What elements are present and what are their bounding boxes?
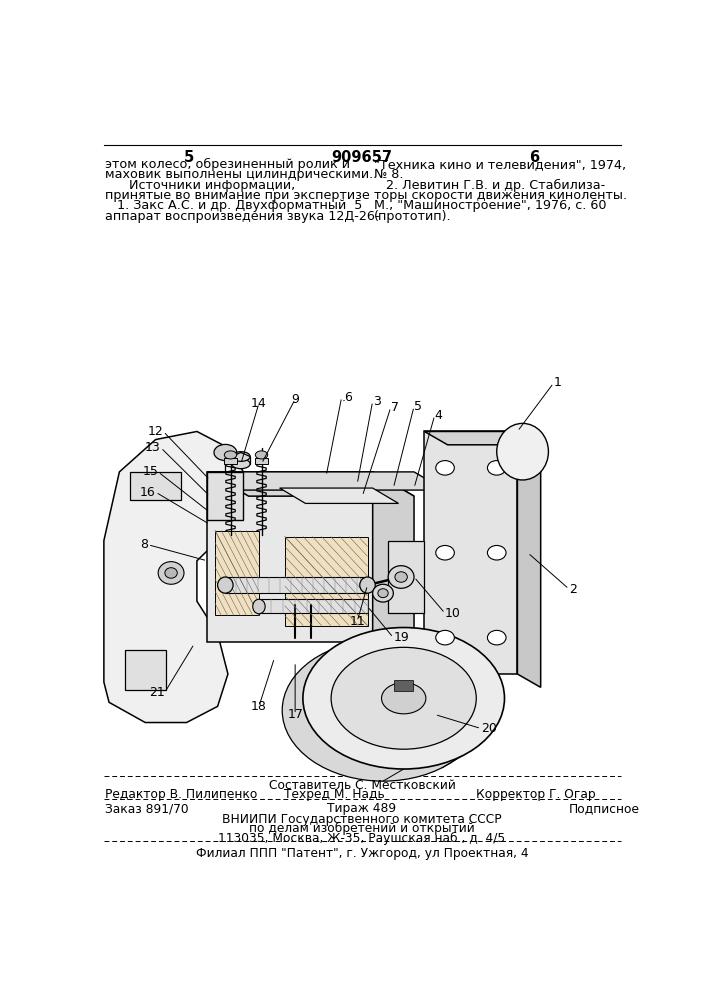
Text: 13: 13 [145, 441, 160, 454]
Polygon shape [226, 577, 368, 593]
Ellipse shape [395, 572, 407, 582]
Polygon shape [388, 541, 424, 613]
Ellipse shape [436, 630, 455, 645]
Polygon shape [280, 488, 399, 503]
Text: "Техника кино и телевидения", 1974,: "Техника кино и телевидения", 1974, [373, 158, 626, 171]
Ellipse shape [218, 577, 233, 593]
Polygon shape [424, 431, 541, 445]
Text: принятые во внимание при экспертизе: принятые во внимание при экспертизе [105, 189, 370, 202]
Text: 21: 21 [149, 686, 165, 699]
Polygon shape [373, 472, 414, 666]
Ellipse shape [360, 577, 375, 593]
Text: Техред М. Надь: Техред М. Надь [284, 788, 385, 801]
Text: 5: 5 [414, 400, 422, 413]
Text: Заказ 891/70: Заказ 891/70 [105, 802, 189, 815]
Text: Филиал ППП "Патент", г. Ужгород, ул Проектная, 4: Филиал ППП "Патент", г. Ужгород, ул Прое… [196, 847, 528, 860]
Ellipse shape [252, 599, 265, 614]
Polygon shape [207, 472, 373, 642]
Text: 14: 14 [251, 397, 267, 410]
Text: 20: 20 [481, 722, 497, 735]
Text: Корректор Г. Огар: Корректор Г. Огар [476, 788, 595, 801]
Polygon shape [424, 431, 518, 674]
Ellipse shape [436, 545, 455, 560]
Text: 6: 6 [529, 150, 539, 165]
Ellipse shape [331, 647, 477, 749]
Ellipse shape [303, 628, 505, 769]
Ellipse shape [487, 545, 506, 560]
Polygon shape [518, 431, 541, 687]
Polygon shape [207, 472, 414, 496]
Ellipse shape [214, 444, 237, 461]
Polygon shape [285, 537, 368, 626]
Ellipse shape [165, 568, 177, 578]
Text: Тираж 489: Тираж 489 [327, 802, 397, 815]
Text: по делам изобретений и открытий: по делам изобретений и открытий [249, 822, 475, 835]
Polygon shape [215, 531, 259, 615]
Text: торы скорости движения киноленты.: торы скорости движения киноленты. [373, 189, 626, 202]
Ellipse shape [497, 423, 549, 480]
Ellipse shape [224, 451, 237, 459]
Ellipse shape [255, 451, 268, 459]
Polygon shape [207, 472, 445, 490]
Text: № 8.: № 8. [373, 168, 403, 181]
Text: 16: 16 [140, 486, 156, 499]
Text: 113035, Москва, Ж-35, Раушская наб., д. 4/5: 113035, Москва, Ж-35, Раушская наб., д. … [218, 831, 506, 845]
Text: 3: 3 [373, 395, 380, 408]
Ellipse shape [436, 461, 455, 475]
Text: Подписное: Подписное [569, 802, 640, 815]
Ellipse shape [382, 683, 426, 714]
Text: аппарат воспроизведения звука 12Д-26-: аппарат воспроизведения звука 12Д-26- [105, 210, 380, 223]
Ellipse shape [378, 589, 388, 598]
Text: 9: 9 [291, 393, 299, 406]
Polygon shape [224, 458, 238, 464]
Text: 8: 8 [140, 538, 148, 551]
Polygon shape [255, 458, 268, 464]
Text: 7: 7 [391, 401, 399, 414]
Text: маховик выполнены цилиндрическими.: маховик выполнены цилиндрическими. [105, 168, 374, 181]
Ellipse shape [487, 461, 506, 475]
Text: 909657: 909657 [332, 150, 392, 165]
Polygon shape [104, 431, 249, 723]
Polygon shape [124, 650, 166, 690]
Text: 2. Левитин Г.В. и др. Стабилиза-: 2. Левитин Г.В. и др. Стабилиза- [373, 179, 604, 192]
Text: 15: 15 [142, 465, 158, 478]
Text: 2: 2 [569, 583, 577, 596]
Text: 12: 12 [148, 425, 163, 438]
Text: 19: 19 [393, 631, 409, 644]
Ellipse shape [232, 459, 250, 469]
Ellipse shape [232, 452, 250, 461]
Polygon shape [129, 472, 182, 500]
Text: 18: 18 [251, 700, 267, 713]
Polygon shape [207, 472, 243, 520]
Text: этом колесо, обрезиненный ролик и: этом колесо, обрезиненный ролик и [105, 158, 351, 171]
Text: 1. Закс А.С. и др. Двухформатный  5: 1. Закс А.С. и др. Двухформатный 5 [105, 199, 363, 212]
Text: (прототип).: (прототип). [373, 210, 451, 223]
Ellipse shape [158, 562, 184, 584]
Text: 4: 4 [435, 409, 443, 422]
Text: 10: 10 [445, 607, 461, 620]
Text: 5: 5 [184, 150, 194, 165]
Text: М., "Машиностроение", 1976, с. 60: М., "Машиностроение", 1976, с. 60 [373, 199, 606, 212]
Polygon shape [395, 680, 413, 691]
Text: Источники информации,: Источники информации, [105, 179, 296, 192]
Text: .6: .6 [341, 391, 354, 404]
Text: 1: 1 [554, 376, 561, 389]
Text: ВНИИПИ Государственного комитета СССР: ВНИИПИ Государственного комитета СССР [222, 813, 502, 826]
Text: Составитель С. Местковский: Составитель С. Местковский [269, 779, 455, 792]
Text: Редактор В. Пилипенко: Редактор В. Пилипенко [105, 788, 258, 801]
Ellipse shape [282, 640, 484, 781]
Ellipse shape [373, 584, 393, 602]
Text: 11: 11 [349, 615, 365, 628]
Ellipse shape [487, 630, 506, 645]
Polygon shape [259, 599, 368, 613]
Text: 17: 17 [287, 708, 303, 721]
Ellipse shape [388, 566, 414, 588]
